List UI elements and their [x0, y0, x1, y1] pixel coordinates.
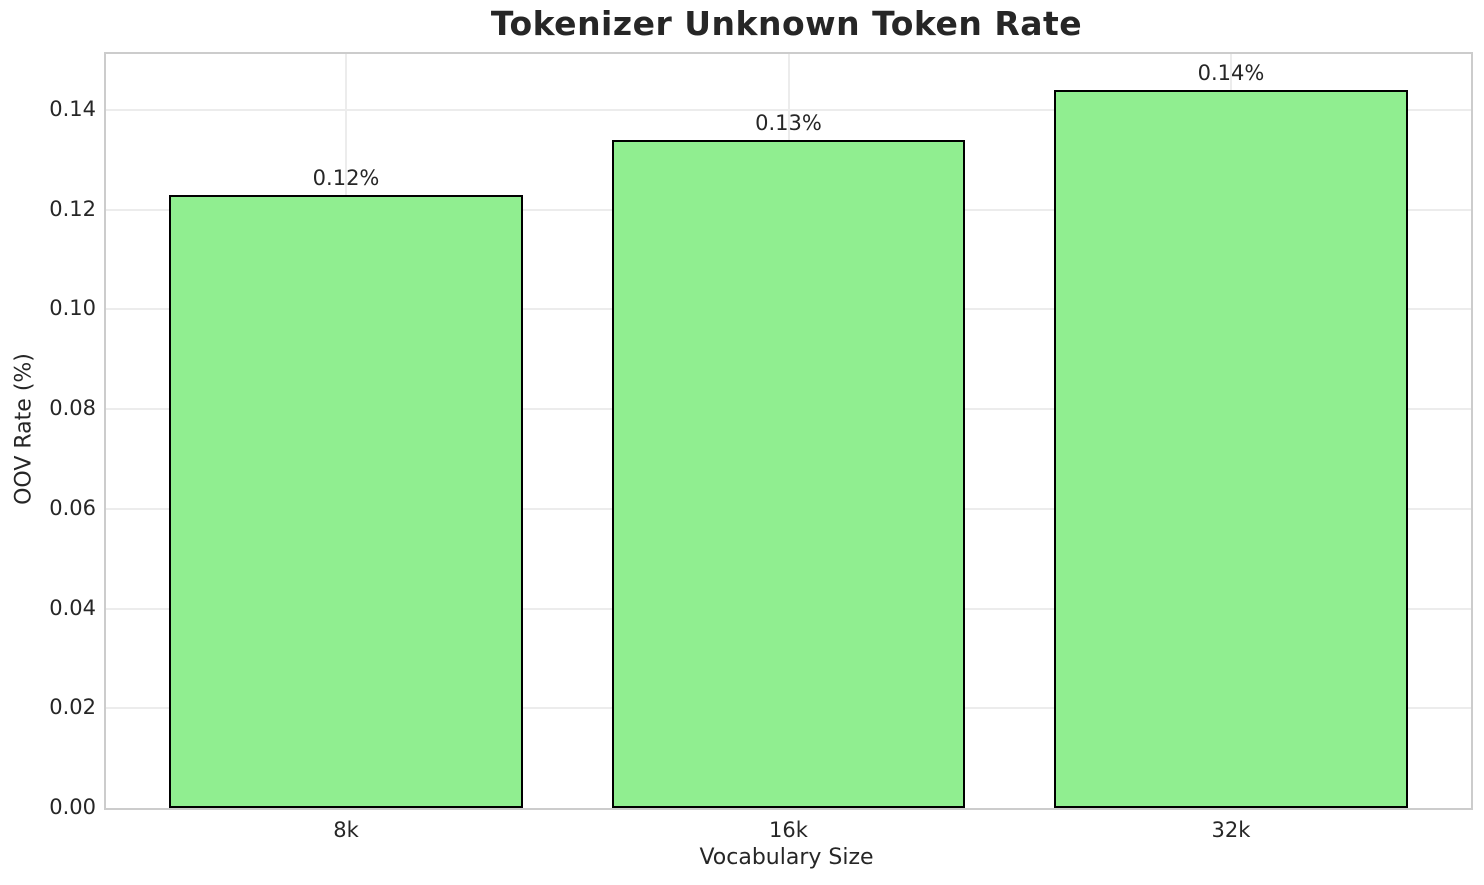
plot-area: 0.12% 0.13% 0.14%	[104, 52, 1473, 810]
bar-value-label: 0.14%	[1197, 60, 1265, 85]
y-tick-label: 0.00	[49, 795, 96, 819]
y-tick-label: 0.06	[49, 495, 96, 520]
y-tick-label: 0.04	[49, 595, 96, 620]
x-tick-label: 8k	[333, 818, 359, 842]
x-tick-label: 32k	[1211, 818, 1251, 842]
bar	[1053, 89, 1408, 808]
x-axis-label: Vocabulary Size	[699, 845, 874, 870]
y-tick-label: 0.12	[49, 196, 96, 221]
y-axis-label: OOV Rate (%)	[11, 353, 37, 505]
bar-value-label: 0.12%	[312, 165, 380, 190]
y-tick-label: 0.10	[49, 296, 96, 321]
bar	[169, 194, 524, 808]
chart-title: Tokenizer Unknown Token Rate	[490, 4, 1083, 43]
bar-value-label: 0.13%	[755, 110, 822, 135]
y-tick-label: 0.02	[49, 695, 96, 720]
y-tick-label: 0.08	[49, 396, 96, 421]
x-tick-label: 16k	[769, 818, 808, 842]
y-tick-label: 0.14	[49, 96, 96, 121]
bar	[611, 139, 966, 808]
